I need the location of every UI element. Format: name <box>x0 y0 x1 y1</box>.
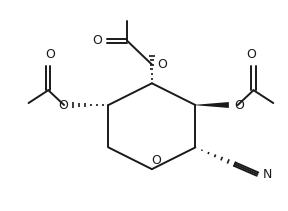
Polygon shape <box>195 102 229 108</box>
Text: O: O <box>93 34 103 47</box>
Text: O: O <box>247 48 257 61</box>
Text: N: N <box>262 168 272 181</box>
Text: O: O <box>45 48 55 61</box>
Text: O: O <box>151 154 161 167</box>
Text: O: O <box>234 99 244 111</box>
Text: O: O <box>157 58 167 71</box>
Text: O: O <box>58 99 68 111</box>
